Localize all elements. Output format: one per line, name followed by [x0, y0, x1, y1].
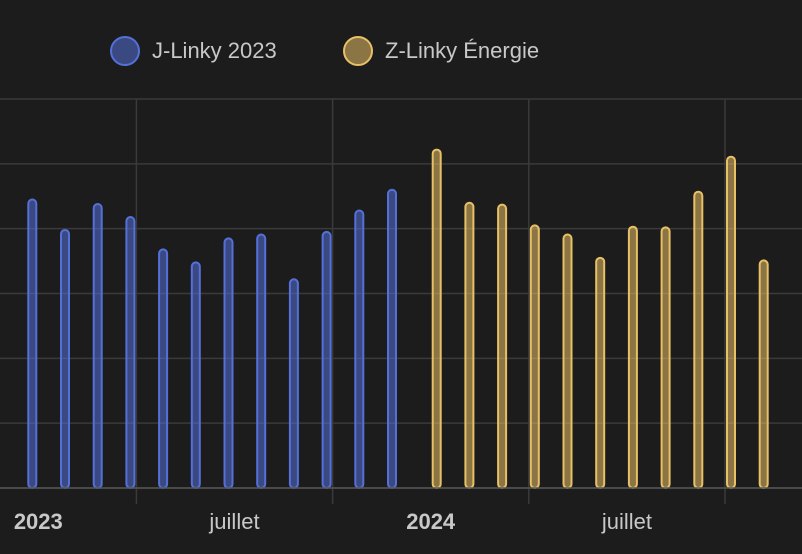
legend-marker — [343, 36, 373, 66]
bar — [693, 190, 704, 489]
bar — [321, 230, 332, 490]
bar — [27, 198, 38, 489]
bar — [660, 226, 671, 489]
bar — [464, 201, 475, 489]
bar — [125, 215, 136, 489]
bar — [256, 233, 267, 489]
bar — [758, 259, 769, 489]
bar — [431, 148, 442, 489]
x-tick-label: 2023 — [14, 509, 63, 534]
bar — [562, 233, 573, 489]
bar — [726, 155, 736, 489]
legend-marker — [110, 36, 140, 66]
x-tick-label: 2024 — [406, 509, 456, 534]
bar — [529, 224, 540, 490]
legend-label: Z-Linky Énergie — [385, 38, 539, 63]
legend-label: J-Linky 2023 — [152, 38, 277, 63]
bar — [387, 188, 397, 489]
bar — [354, 209, 365, 489]
bar — [288, 278, 299, 489]
bar — [92, 203, 103, 489]
bar — [158, 248, 169, 489]
bar — [190, 261, 201, 489]
bar — [60, 228, 70, 489]
bar — [497, 203, 508, 489]
bar — [595, 256, 606, 490]
bar — [223, 237, 234, 489]
x-tick-label: juillet — [601, 509, 652, 534]
x-tick-label: juillet — [208, 509, 259, 534]
bar — [627, 225, 638, 489]
